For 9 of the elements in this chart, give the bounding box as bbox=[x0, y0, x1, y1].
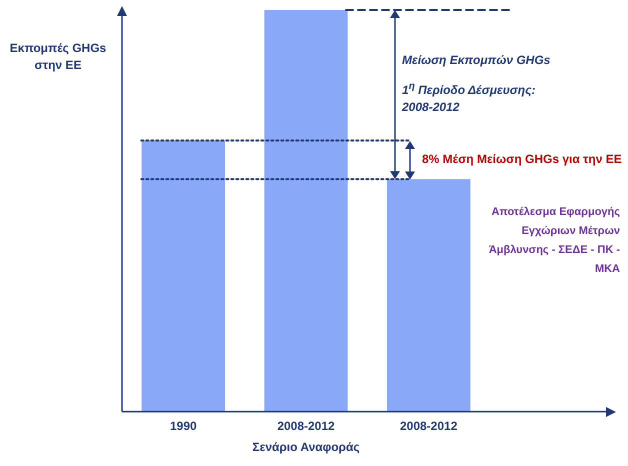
x-tick-label: 2008-2012 bbox=[400, 419, 458, 434]
annotation: Μείωση Εκπομπών GHGs bbox=[402, 52, 552, 69]
text: Σενάριο Αναφοράς bbox=[251, 440, 361, 454]
y-axis-title: Εκπομπές GHGs στην ΕΕ bbox=[8, 40, 108, 74]
x-tick-label: 2008-2012 bbox=[277, 419, 336, 434]
text: Αποτέλεσμα Εφαρμογής Εγχώριων Μέτρων Άμβλυνσης - ΣΕΔΕ - ΠΚ - ΜΚΑ bbox=[488, 205, 620, 277]
x-tick-label: 1990 bbox=[170, 419, 198, 434]
annotation: 1$^{η}$ Περίοδο Δέσμευσης: 2008-2012 bbox=[402, 80, 536, 116]
text: 8% Μέση Μείωση GHGs για την ΕΕ bbox=[422, 150, 622, 168]
